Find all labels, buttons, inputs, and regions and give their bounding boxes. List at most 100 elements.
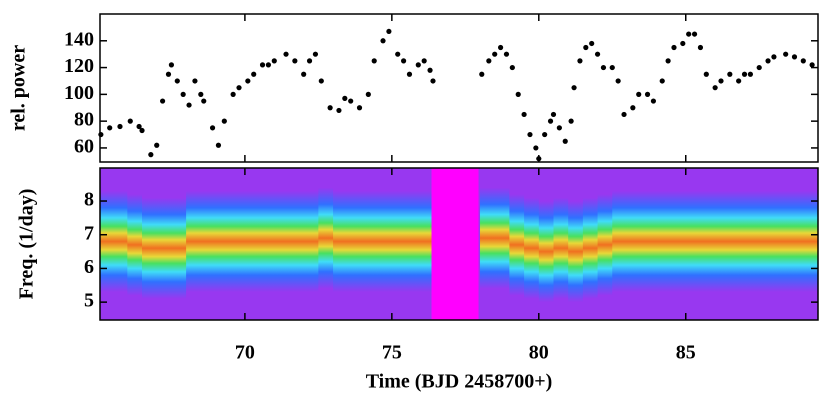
data-point — [571, 85, 577, 91]
heatmap-column — [200, 168, 217, 320]
data-point — [292, 58, 298, 64]
data-point — [336, 107, 342, 114]
heatmap-column — [112, 168, 128, 320]
heatmap-column — [744, 168, 760, 320]
heatmap-column — [773, 168, 790, 320]
x-axis-label: Time (BJD 2458700+) — [366, 371, 553, 393]
heatmap-column — [259, 168, 275, 320]
y-axis-label: Freq. (1/day) — [16, 189, 38, 300]
y-tick-label: 120 — [64, 55, 94, 77]
heatmap-column — [788, 168, 804, 320]
heatmap-column — [288, 168, 305, 320]
data-point — [148, 152, 154, 158]
data-point — [186, 102, 192, 108]
data-point — [365, 91, 371, 97]
data-point — [201, 98, 207, 104]
data-point — [650, 98, 657, 104]
data-point — [718, 78, 724, 84]
x-tick-label: 85 — [676, 342, 696, 364]
data-point — [809, 62, 815, 68]
heatmap-column — [759, 168, 775, 320]
heatmap-column — [524, 168, 540, 320]
data-point — [139, 127, 145, 134]
heatmap-column — [303, 168, 319, 320]
heatmap-column — [626, 168, 643, 320]
data-point — [427, 67, 433, 73]
y-tick-label: 5 — [84, 290, 94, 312]
data-point — [251, 71, 257, 77]
data-point — [154, 142, 160, 148]
heatmap-column — [142, 168, 158, 320]
heatmap-column — [377, 168, 393, 320]
heatmap-column — [803, 168, 818, 320]
heatmap — [100, 168, 818, 320]
y-tick-label: 80 — [74, 109, 94, 131]
data-point — [301, 71, 307, 77]
y-tick-label: 7 — [84, 222, 94, 244]
heatmap-column — [347, 168, 364, 320]
heatmap-column — [127, 168, 143, 320]
data-point — [165, 71, 172, 77]
heatmap-column — [671, 168, 687, 320]
data-point — [415, 62, 421, 68]
x-tick-label: 75 — [382, 342, 402, 364]
data-point — [791, 54, 798, 60]
y-tick-label: 60 — [74, 136, 94, 158]
data-point — [727, 71, 733, 77]
heatmap-column — [597, 168, 613, 320]
plot-frame — [99, 13, 819, 163]
heatmap-column — [362, 168, 378, 320]
data-point — [271, 58, 277, 64]
data-point — [615, 78, 621, 84]
data-point — [741, 71, 748, 77]
heatmap-column — [480, 168, 496, 320]
data-point — [312, 51, 319, 57]
data-point — [117, 123, 123, 130]
data-point — [680, 40, 686, 47]
y-tick-label: 6 — [84, 256, 94, 278]
heatmap-column — [553, 168, 569, 320]
heatmap-column — [215, 168, 231, 320]
data-point — [371, 58, 377, 64]
data-point — [160, 98, 166, 104]
heatmap-column — [318, 168, 334, 320]
data-point — [800, 58, 806, 64]
data-point — [356, 105, 363, 111]
data-point — [400, 58, 407, 64]
heatmap-column — [509, 168, 525, 320]
heatmap-column — [715, 168, 731, 320]
data-point — [168, 62, 175, 68]
heatmap-column — [612, 168, 628, 320]
data-point — [533, 145, 539, 151]
heatmap-column — [156, 168, 173, 320]
data-point — [306, 58, 313, 64]
data-point — [174, 78, 180, 84]
data-point — [577, 58, 583, 64]
data-point — [283, 51, 289, 57]
data-point — [503, 51, 510, 57]
data-point — [783, 51, 789, 57]
data-point — [659, 78, 665, 84]
heatmap-column — [100, 168, 114, 320]
data-point — [712, 85, 718, 91]
data-point — [515, 91, 521, 97]
data-point — [259, 62, 266, 68]
data-point — [568, 118, 574, 124]
data-point — [245, 78, 251, 84]
heatmap-column — [700, 168, 716, 320]
data-point — [509, 64, 515, 71]
data-point — [386, 28, 392, 35]
y-axis-label: rel. power — [8, 45, 30, 131]
data-point — [127, 118, 133, 124]
heatmap-column — [538, 168, 555, 320]
y-tick-label: 140 — [64, 28, 94, 50]
data-point — [180, 91, 186, 97]
data-point — [318, 78, 324, 84]
data-point — [230, 91, 236, 97]
data-gap — [431, 168, 479, 320]
data-point — [348, 98, 354, 104]
heatmap-column — [406, 168, 422, 320]
heatmap-column — [274, 168, 290, 320]
data-point — [691, 31, 698, 37]
